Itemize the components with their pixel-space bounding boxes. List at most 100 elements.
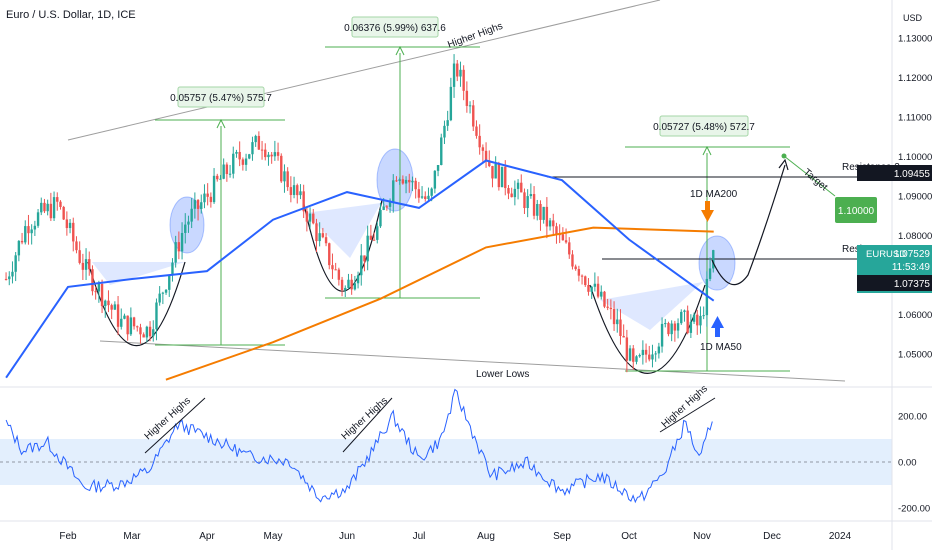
candle-body — [401, 179, 405, 184]
candle-body — [683, 310, 686, 312]
target-connector — [783, 155, 836, 197]
candle-body — [305, 211, 309, 222]
candle-body — [619, 319, 622, 337]
candle-body — [411, 180, 414, 183]
candle-body — [171, 262, 174, 276]
candle-body — [427, 195, 430, 200]
candle-body — [273, 152, 277, 157]
candle-body — [366, 235, 369, 262]
candle-body — [347, 279, 350, 288]
candle-body — [312, 213, 315, 224]
measure-3-arrow — [702, 145, 712, 156]
candle-body — [593, 283, 597, 287]
time-tick-label: Mar — [123, 531, 141, 542]
candle-body — [190, 208, 193, 222]
candle-body — [196, 199, 200, 209]
candle-body — [712, 250, 715, 269]
candle-body — [353, 283, 357, 290]
measure-3-label: 0.05727 (5.48%) 572.7 — [653, 122, 755, 133]
candle-body — [222, 164, 225, 179]
measure-2-box — [351, 16, 439, 38]
candle-body — [302, 191, 305, 212]
candle-body — [632, 348, 635, 362]
candle-body — [542, 206, 545, 220]
candle-body — [334, 269, 337, 271]
candle-body — [107, 300, 110, 306]
candle-body — [689, 321, 693, 333]
oscillator-higher-highs-label: Higher Highs — [143, 395, 193, 442]
candle-body — [475, 126, 478, 136]
candle-body — [660, 323, 664, 347]
candle-body — [65, 219, 69, 229]
candle-body — [238, 151, 241, 160]
candle-body — [680, 311, 683, 324]
candle-body — [574, 266, 577, 270]
measure-1-arrow — [216, 118, 226, 129]
price-label-resistance-2-box — [857, 165, 932, 181]
ma50-label: 1D MA50 — [700, 342, 742, 353]
candle-body — [235, 151, 238, 154]
candle-body — [497, 163, 501, 188]
candle-body — [184, 224, 187, 233]
candle-body — [97, 283, 101, 292]
candle-body — [139, 327, 142, 335]
time-tick-label: Aug — [477, 531, 495, 542]
time-tick-label: Dec — [763, 531, 781, 542]
lower-lows-label: Lower Lows — [476, 369, 529, 380]
candle-body — [507, 188, 510, 194]
candle-body — [132, 317, 136, 327]
candle-body — [622, 336, 625, 338]
candle-body — [11, 271, 14, 277]
candle-body — [331, 265, 334, 270]
measure-1-box — [177, 86, 265, 108]
price-tick-label: 1.10000 — [898, 152, 932, 163]
ma50-arrow-head — [711, 316, 724, 328]
price-label-ma50-box — [857, 275, 932, 291]
higher-highs-label-price: Higher Highs — [446, 21, 504, 51]
candle-body — [449, 86, 453, 121]
candle-body — [571, 254, 574, 267]
candle-body — [686, 310, 689, 333]
candle-body — [100, 283, 104, 307]
time-tick-label: Nov — [693, 531, 711, 542]
candle-body — [280, 155, 283, 182]
candle-body — [462, 69, 465, 91]
oscillator-line — [5, 388, 713, 504]
candle-body — [561, 234, 565, 241]
candle-body — [209, 196, 213, 203]
candle-body — [596, 283, 600, 297]
candle-body — [526, 196, 529, 209]
candle-body — [180, 232, 184, 252]
candle-body — [420, 196, 424, 198]
candle-body — [443, 125, 446, 138]
candle-body — [75, 241, 78, 251]
candle-body — [363, 255, 366, 262]
candle-body — [379, 209, 382, 227]
oscillator-trend-line — [342, 397, 393, 453]
oscillator-tick-label: 0.00 — [898, 458, 917, 469]
time-tick-label: Feb — [59, 531, 77, 542]
lower-channel-line — [99, 340, 846, 382]
candle-body — [478, 135, 481, 148]
candle-body — [504, 166, 507, 189]
candle-body — [580, 275, 584, 277]
candle-body — [654, 353, 657, 355]
candle-body — [385, 206, 389, 208]
candle-body — [516, 182, 520, 189]
candle-body — [4, 278, 8, 280]
candle-body — [203, 193, 206, 203]
candle-body — [59, 201, 62, 207]
cup-pattern-1-arc — [87, 261, 186, 346]
candle-body — [40, 202, 43, 213]
ma200-label: 1D MA200 — [690, 189, 738, 200]
candle-body — [212, 175, 216, 203]
candle-body — [254, 135, 257, 143]
time-tick-label: Oct — [621, 531, 637, 542]
candle-body — [638, 355, 641, 357]
candle-body — [174, 242, 177, 263]
ma200-arrow-head — [701, 210, 714, 222]
candle-body — [468, 105, 472, 107]
oscillator-trend-line — [144, 397, 206, 454]
ma50-line — [5, 159, 715, 379]
